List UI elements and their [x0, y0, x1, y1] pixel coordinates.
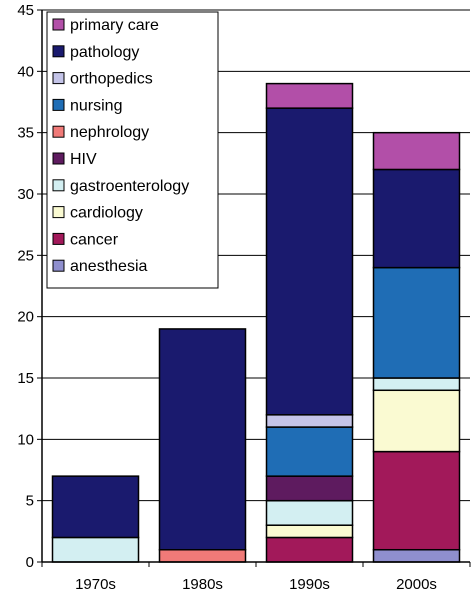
legend-label: HIV — [70, 151, 97, 168]
y-tick-label: 5 — [26, 493, 34, 510]
y-tick-label: 35 — [17, 125, 34, 142]
legend-label: gastroenterology — [70, 178, 189, 195]
x-tick-labels: 1970s 1980s 1990s 2000s — [75, 576, 437, 593]
bar-segment-cancer — [372, 450, 461, 551]
legend-swatch — [52, 45, 65, 58]
y-tick-label: 30 — [17, 186, 34, 203]
y-tick-label: 40 — [17, 63, 34, 80]
bar-segment-cardiology — [265, 524, 354, 539]
legend-swatch — [52, 179, 65, 192]
legend-label: cardiology — [70, 205, 143, 222]
bar-stacks — [51, 82, 461, 563]
y-tick-label: 20 — [17, 309, 34, 326]
bar-segment-pathology — [158, 328, 247, 551]
y-tick-label: 45 — [17, 2, 34, 19]
legend-box — [46, 11, 219, 289]
legend: primary care pathology orthopedics nursing n… — [46, 11, 219, 289]
bar-segment-gastroenterology — [265, 499, 354, 526]
bar-segment-nursing — [265, 426, 354, 477]
legend-swatch — [52, 152, 65, 165]
legend-label: primary care — [70, 17, 159, 34]
y-tick-labels: 0 5 10 15 20 25 30 35 40 45 — [17, 2, 34, 571]
bar-segment-cardiology — [372, 389, 461, 453]
x-tick-label: 1980s — [182, 576, 223, 593]
legend-swatch — [52, 18, 65, 31]
y-tick-label: 10 — [17, 431, 34, 448]
bar-segment-pathology — [265, 107, 354, 416]
bar-segment-primary-care — [265, 82, 354, 109]
bar-segment-nephrology — [158, 548, 247, 563]
legend-label: orthopedics — [70, 71, 153, 88]
bar-segment-primary-care — [372, 131, 461, 171]
bar-segment-orthopedics — [265, 414, 354, 428]
legend-label: pathology — [70, 44, 139, 61]
bar-segment-gastroenterology — [372, 377, 461, 392]
y-tick-label: 0 — [26, 554, 34, 571]
bar-segment-hiv — [265, 475, 354, 502]
x-tick-label: 1990s — [289, 576, 330, 593]
y-tick-label: 15 — [17, 370, 34, 387]
legend-label: nursing — [70, 97, 122, 114]
bar-segment-pathology — [51, 475, 140, 539]
legend-label: nephrology — [70, 124, 149, 141]
legend-swatch — [52, 232, 65, 245]
y-tick-label: 25 — [17, 247, 34, 264]
legend-label: anesthesia — [70, 258, 147, 275]
legend-label: cancer — [70, 231, 119, 248]
bar-segment-pathology — [372, 168, 461, 269]
legend-swatch — [52, 125, 65, 138]
legend-swatch — [52, 206, 65, 219]
x-tick-label: 1970s — [75, 576, 116, 593]
axes — [37, 9, 471, 567]
legend-swatch — [52, 98, 65, 111]
bar-segment-cancer — [265, 536, 354, 563]
legend-swatch — [52, 72, 65, 85]
bar-segment-gastroenterology — [51, 536, 140, 563]
x-tick-label: 2000s — [396, 576, 437, 593]
legend-swatch — [52, 259, 65, 272]
bar-segment-nursing — [372, 266, 461, 379]
bar-segment-anesthesia — [372, 548, 461, 563]
